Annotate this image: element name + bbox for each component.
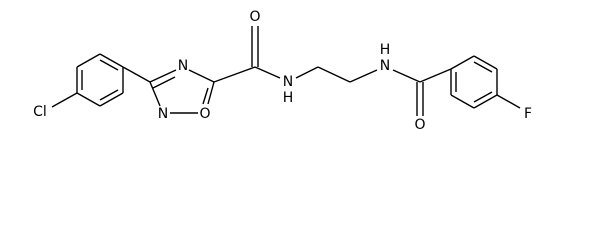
- atom-label: O: [249, 9, 260, 25]
- atom-labels: Cl N N O O N H N H O F: [33, 9, 532, 133]
- atom-label: H: [283, 90, 294, 106]
- atom-label: O: [414, 117, 425, 133]
- atom-label: N: [178, 58, 188, 74]
- atom-label: N: [380, 58, 390, 74]
- atom-label: N: [158, 106, 168, 122]
- atom-label: H: [380, 42, 391, 58]
- atom-label: F: [524, 106, 532, 122]
- page: Cl N N O O N H N H O F (() => { const da…: [33, 9, 533, 133]
- molecule: Cl N N O O N H N H O F: [33, 9, 532, 133]
- atom-label: Cl: [33, 104, 47, 120]
- atom-label: O: [199, 106, 210, 122]
- atom-label: N: [283, 74, 293, 90]
- bonds: [51, 26, 521, 116]
